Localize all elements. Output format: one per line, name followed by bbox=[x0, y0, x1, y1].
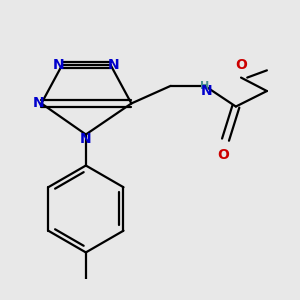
Text: O: O bbox=[218, 148, 230, 162]
Text: N: N bbox=[108, 58, 120, 72]
Text: N: N bbox=[32, 96, 44, 110]
Text: N: N bbox=[80, 132, 92, 145]
Text: N: N bbox=[53, 58, 65, 72]
Text: H: H bbox=[200, 81, 209, 91]
Text: N: N bbox=[201, 84, 213, 98]
Text: O: O bbox=[235, 58, 247, 72]
